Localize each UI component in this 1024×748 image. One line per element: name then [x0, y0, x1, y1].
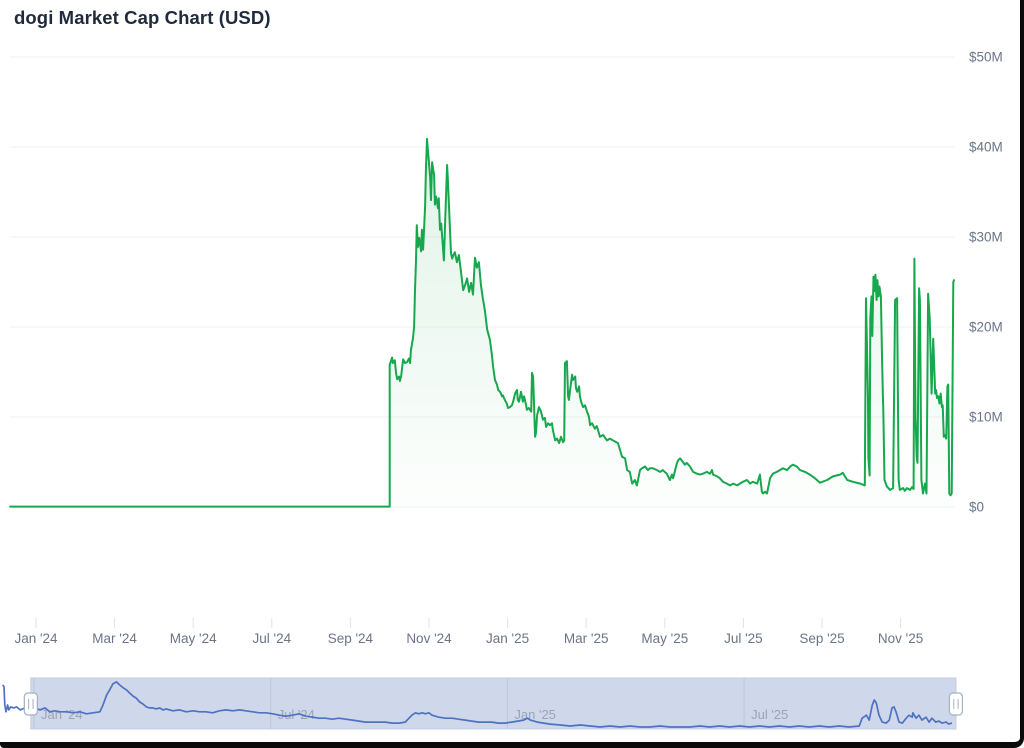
- range-navigator: Jan '24 Jul '24 Jan '25 Jul '25: [2, 677, 964, 730]
- x-axis-label: Nov '24: [406, 631, 452, 646]
- handle-grip[interactable]: [23, 692, 38, 716]
- x-axis-label: Jan '25: [486, 631, 529, 646]
- chart-title: dogi Market Cap Chart (USD): [14, 7, 271, 28]
- y-axis-label: $30M: [969, 230, 1003, 245]
- navigator-handle-left[interactable]: [23, 692, 38, 716]
- x-axis-label: Jul '25: [724, 631, 763, 646]
- navigator-handle-right[interactable]: [948, 692, 964, 716]
- market-cap-series: [9, 137, 955, 508]
- navigator-selection[interactable]: [30, 677, 957, 730]
- x-axis-label: Nov '25: [878, 631, 923, 646]
- navigator-label: Jan '25: [514, 707, 556, 722]
- y-axis-label: $20M: [969, 320, 1003, 335]
- x-axis-label: Jul '24: [252, 631, 291, 646]
- chart-plot-area[interactable]: [10, 40, 955, 630]
- y-axis-label: $40M: [969, 140, 1003, 155]
- handle-grip[interactable]: [948, 692, 964, 716]
- x-axis-label: Sep '24: [328, 631, 374, 646]
- x-axis-label: Mar '24: [92, 631, 137, 646]
- x-axis-label: May '25: [641, 631, 688, 646]
- market-cap-area-fill: [10, 138, 955, 507]
- x-axis-label: May '24: [170, 631, 217, 646]
- axes: $0 $10M $20M $30M $40M $50M Jan '24 Mar '24 May …: [14, 50, 1002, 647]
- navigator-series-line: [2, 681, 953, 728]
- y-axis-label: $0: [969, 500, 984, 515]
- navigator-label: Jul '25: [751, 707, 788, 722]
- y-axis-label: $10M: [969, 410, 1003, 425]
- x-axis-label: Jan '24: [14, 631, 58, 646]
- y-axis-label: $50M: [969, 50, 1003, 65]
- market-cap-line: [9, 137, 955, 508]
- x-axis-label: Mar '25: [564, 631, 609, 646]
- x-axis-label: Sep '25: [799, 631, 844, 646]
